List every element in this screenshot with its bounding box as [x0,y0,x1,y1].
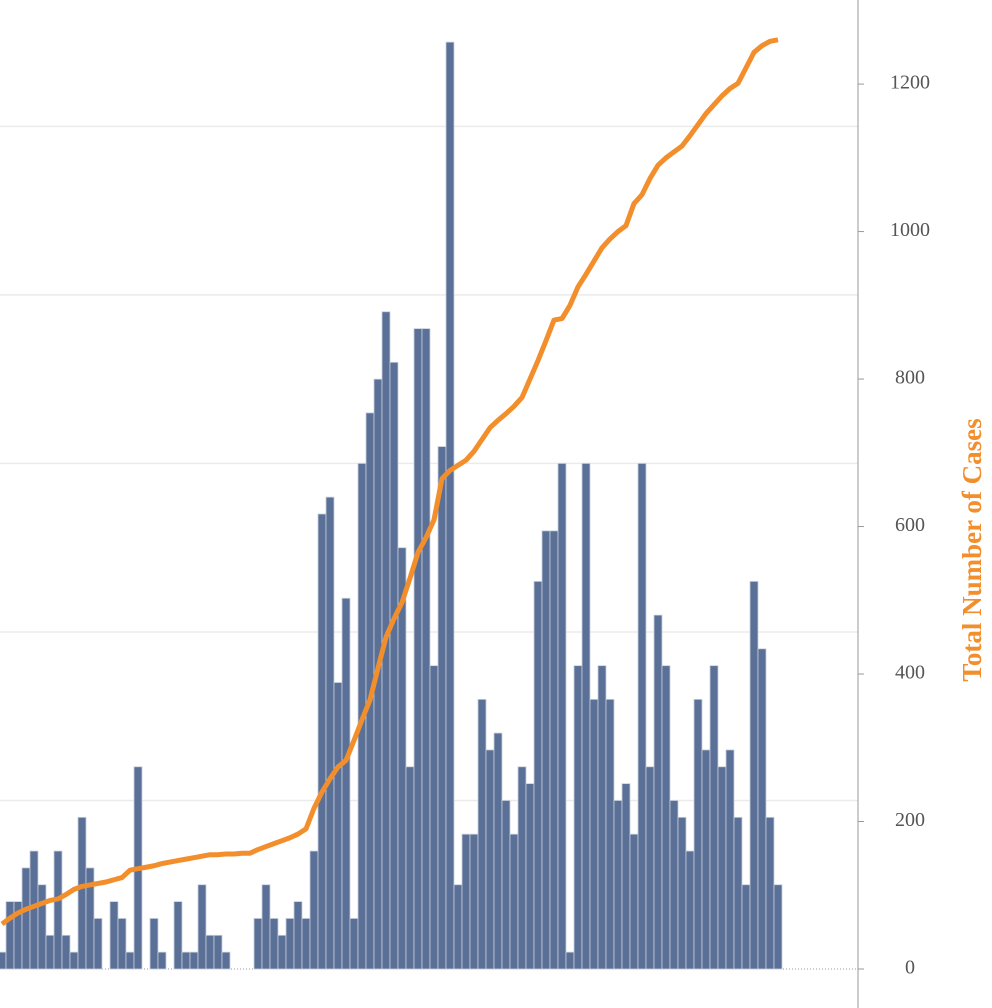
bar [509,833,519,970]
bar [405,766,415,970]
bar [325,496,335,970]
bar [29,850,39,970]
bar [597,665,607,970]
y2-tick-label: 400 [895,662,925,684]
bar [501,800,511,970]
bar [773,884,783,970]
bar [685,850,695,970]
bar [589,698,599,970]
y2-tick-label: 1000 [890,219,930,241]
bar [605,698,615,970]
bar [269,918,279,970]
bar [533,581,543,970]
bar [557,463,567,970]
bar [45,934,55,970]
bar [285,918,295,970]
bar [109,901,119,970]
y2-tick-label: 200 [895,809,925,831]
bar [549,530,559,970]
bar [621,783,631,970]
bar [757,648,767,970]
bar [693,698,703,970]
y2-axis-title: Total Number of Cases [957,418,987,681]
bar [157,951,167,970]
bar [173,901,183,970]
bar [709,665,719,970]
line [0,37,779,927]
bar [5,901,15,970]
bar [661,665,671,970]
bar [741,884,751,970]
bar [77,816,87,970]
y2-tick-label: 600 [895,514,925,536]
bar [581,463,591,970]
y2-tick-label: 1200 [890,72,930,94]
bar [293,901,303,970]
bar [541,530,551,970]
bar [341,597,351,970]
bar [477,698,487,970]
bar [197,884,207,970]
bar [117,918,127,970]
bar [149,918,159,970]
bar [69,951,79,970]
bar [397,547,407,970]
bar [429,665,439,970]
bar [389,361,399,970]
bar [637,463,647,970]
bar [765,816,775,970]
bar [93,918,103,970]
bar [653,614,663,970]
bar [629,833,639,970]
bar [749,581,759,970]
bar [189,951,199,970]
bar [21,867,31,970]
bar [701,749,711,970]
bar [317,513,327,970]
y2-tick-label: 800 [895,367,925,389]
bar [61,934,71,970]
bar [301,918,311,970]
bar [437,446,447,970]
bar [213,934,223,970]
bar [645,766,655,970]
bar [181,951,191,970]
bar [413,328,423,970]
bar [717,766,727,970]
bar [677,816,687,970]
bar [221,951,231,970]
bar [421,328,431,970]
bar [469,833,479,970]
bar [333,682,343,970]
bar [669,800,679,970]
bar [565,951,575,970]
bar [525,783,535,970]
bar [349,918,359,970]
bar [277,934,287,970]
bar [309,850,319,970]
bar [485,749,495,970]
bar [733,816,743,970]
bar [125,951,135,970]
bar [261,884,271,970]
bar [453,884,463,970]
bar [517,766,527,970]
bar [725,749,735,970]
bar [205,934,215,970]
bar [613,800,623,970]
bar [573,665,583,970]
bar [493,732,503,970]
bar [0,951,7,970]
bar [253,918,263,970]
y2-tick-label: 0 [905,957,915,979]
bar [445,41,455,970]
bar [461,833,471,970]
bar [53,850,63,970]
bar [37,884,47,970]
